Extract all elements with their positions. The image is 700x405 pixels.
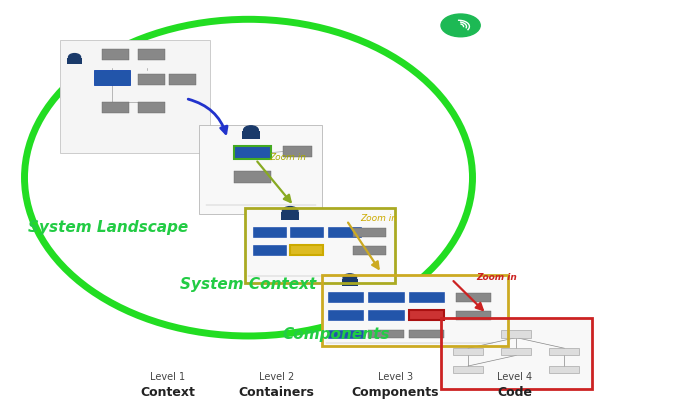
FancyBboxPatch shape — [501, 348, 531, 356]
FancyBboxPatch shape — [322, 275, 508, 346]
Text: Zoom in: Zoom in — [476, 273, 517, 281]
Text: Level 3: Level 3 — [378, 371, 413, 381]
FancyBboxPatch shape — [199, 126, 322, 215]
FancyBboxPatch shape — [342, 279, 358, 286]
FancyBboxPatch shape — [138, 75, 165, 86]
FancyBboxPatch shape — [328, 292, 363, 302]
FancyBboxPatch shape — [354, 228, 386, 237]
FancyBboxPatch shape — [441, 318, 592, 389]
FancyBboxPatch shape — [253, 227, 286, 237]
Text: Context: Context — [141, 385, 195, 398]
FancyBboxPatch shape — [138, 103, 165, 114]
FancyBboxPatch shape — [453, 366, 483, 373]
FancyBboxPatch shape — [234, 147, 270, 160]
FancyBboxPatch shape — [410, 310, 444, 320]
FancyBboxPatch shape — [102, 49, 129, 61]
FancyBboxPatch shape — [328, 310, 363, 320]
FancyBboxPatch shape — [368, 330, 404, 338]
Circle shape — [343, 274, 356, 282]
Text: Level 1: Level 1 — [150, 371, 186, 381]
FancyBboxPatch shape — [456, 293, 491, 302]
Text: Code: Code — [497, 385, 532, 398]
Text: Components: Components — [351, 385, 440, 398]
Text: Zoom in: Zoom in — [360, 214, 398, 223]
FancyBboxPatch shape — [281, 213, 300, 221]
FancyBboxPatch shape — [290, 227, 323, 237]
FancyBboxPatch shape — [453, 348, 483, 356]
FancyBboxPatch shape — [60, 40, 210, 154]
Text: Level 2: Level 2 — [259, 371, 294, 381]
FancyBboxPatch shape — [242, 132, 260, 139]
FancyBboxPatch shape — [410, 292, 444, 302]
Text: System Landscape: System Landscape — [29, 220, 188, 234]
FancyBboxPatch shape — [253, 245, 286, 255]
FancyBboxPatch shape — [328, 227, 361, 237]
Circle shape — [69, 54, 81, 62]
FancyBboxPatch shape — [501, 330, 531, 338]
FancyBboxPatch shape — [102, 103, 129, 114]
FancyBboxPatch shape — [283, 147, 312, 158]
FancyBboxPatch shape — [328, 330, 363, 338]
Text: Containers: Containers — [239, 385, 314, 398]
FancyBboxPatch shape — [368, 310, 404, 320]
FancyBboxPatch shape — [169, 75, 197, 86]
FancyBboxPatch shape — [138, 49, 165, 61]
Text: Components: Components — [282, 327, 390, 341]
Circle shape — [244, 126, 258, 135]
FancyBboxPatch shape — [67, 59, 82, 65]
FancyBboxPatch shape — [368, 292, 404, 302]
FancyBboxPatch shape — [354, 246, 386, 255]
FancyBboxPatch shape — [410, 330, 444, 338]
FancyBboxPatch shape — [550, 348, 580, 356]
Circle shape — [282, 207, 298, 216]
FancyBboxPatch shape — [94, 71, 130, 86]
Text: Zoom in: Zoom in — [270, 153, 307, 162]
Text: Level 4: Level 4 — [497, 371, 532, 381]
Circle shape — [441, 15, 480, 38]
FancyBboxPatch shape — [290, 245, 323, 255]
FancyBboxPatch shape — [245, 209, 395, 284]
Text: System Context: System Context — [181, 276, 316, 291]
FancyBboxPatch shape — [550, 366, 580, 373]
FancyBboxPatch shape — [234, 172, 270, 183]
FancyBboxPatch shape — [456, 311, 491, 320]
